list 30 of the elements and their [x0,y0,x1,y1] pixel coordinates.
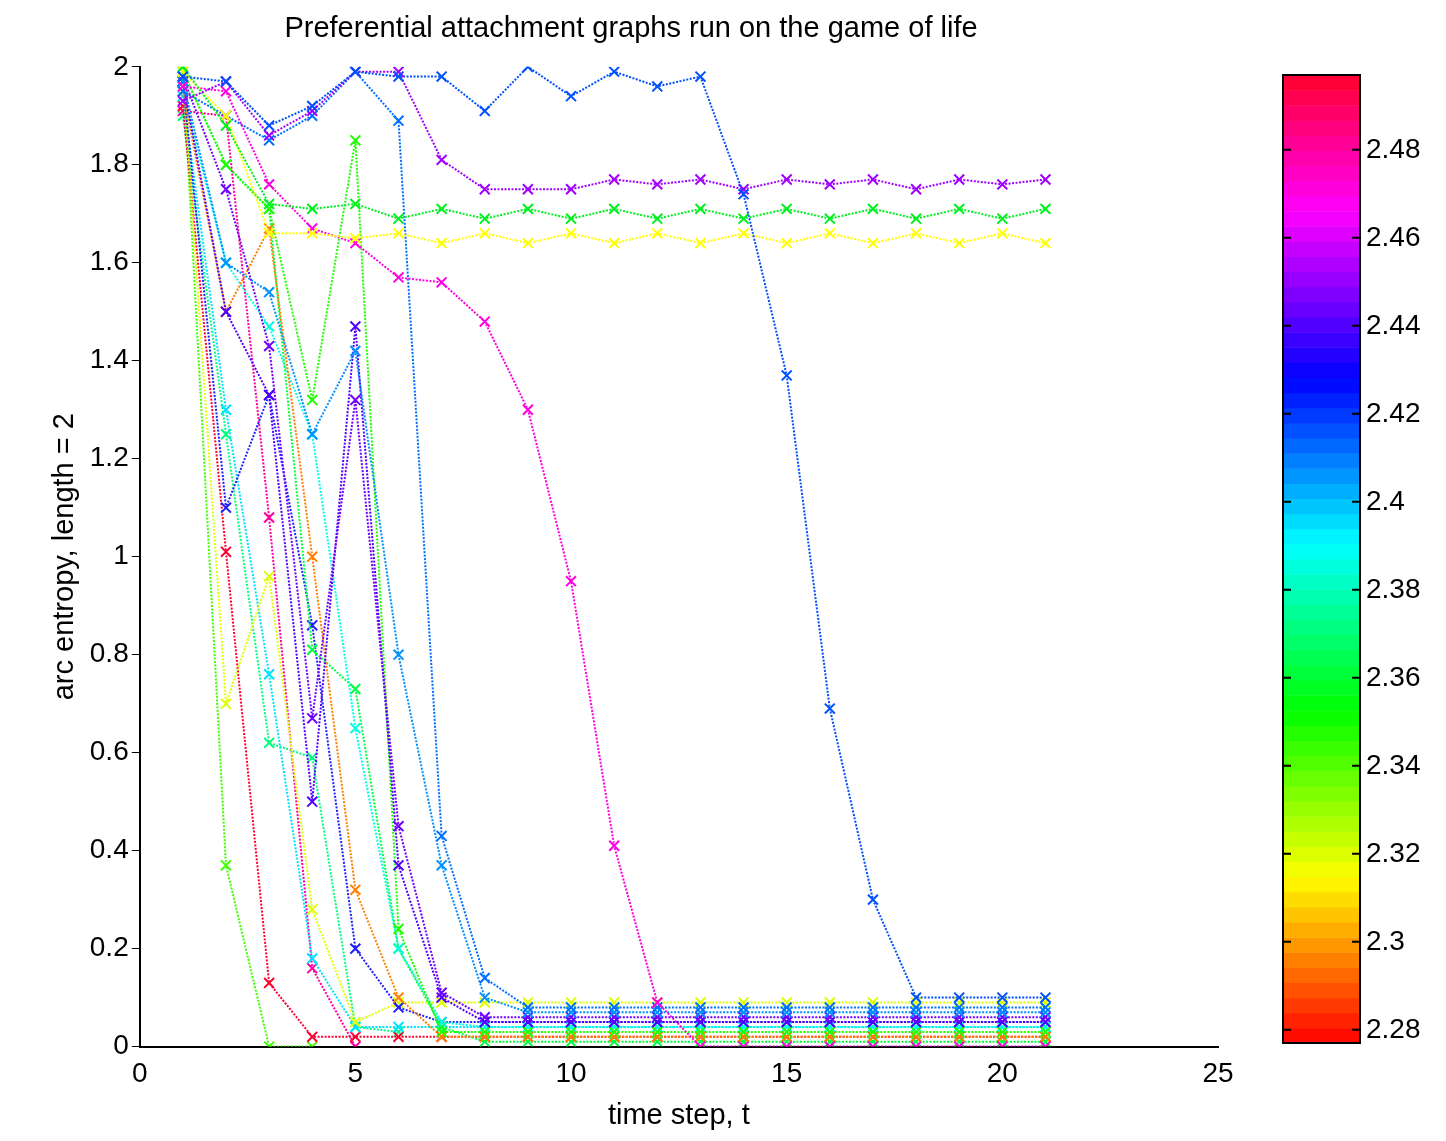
y-tick-label: 0.2 [89,931,129,963]
y-tick-label: 0 [113,1029,129,1061]
y-axis-title: arc entropy, length = 2 [47,413,80,701]
y-tick-label: 0.4 [89,833,129,865]
color-bar-label: 2.48 [1366,132,1421,164]
color-bar-label: 2.46 [1366,220,1421,252]
y-tick-label: 2 [113,49,129,81]
x-tick-label: 15 [771,1057,803,1089]
color-bar-label: 2.44 [1366,308,1421,340]
chart-title: Preferential attachment graphs run on the game of life [284,11,978,44]
y-tick-label: 1 [113,539,129,571]
color-bar-label: 2.38 [1366,572,1421,604]
y-tick-label: 1.6 [89,245,129,277]
x-tick-label: 5 [347,1057,364,1089]
y-tick-label: 1.8 [89,147,129,179]
y-tick-label: 0.6 [89,735,129,767]
color-bar-label: 2.28 [1366,1012,1421,1044]
color-bar-label: 2.36 [1366,660,1421,692]
y-tick-label: 1.4 [89,343,129,375]
color-bar-label: 2.3 [1366,924,1405,956]
color-bar-label: 2.42 [1366,396,1421,428]
x-tick-label: 10 [555,1057,587,1089]
x-tick-label: 20 [986,1057,1018,1089]
color-bar-label: 2.4 [1366,484,1405,516]
color-bar-label: 2.34 [1366,748,1421,780]
y-tick-label: 0.8 [89,637,129,669]
x-tick-label: 25 [1202,1057,1234,1089]
x-axis-title: time step, t [607,1097,750,1130]
color-bar-label: 2.32 [1366,836,1421,868]
y-tick-label: 1.2 [89,441,129,473]
